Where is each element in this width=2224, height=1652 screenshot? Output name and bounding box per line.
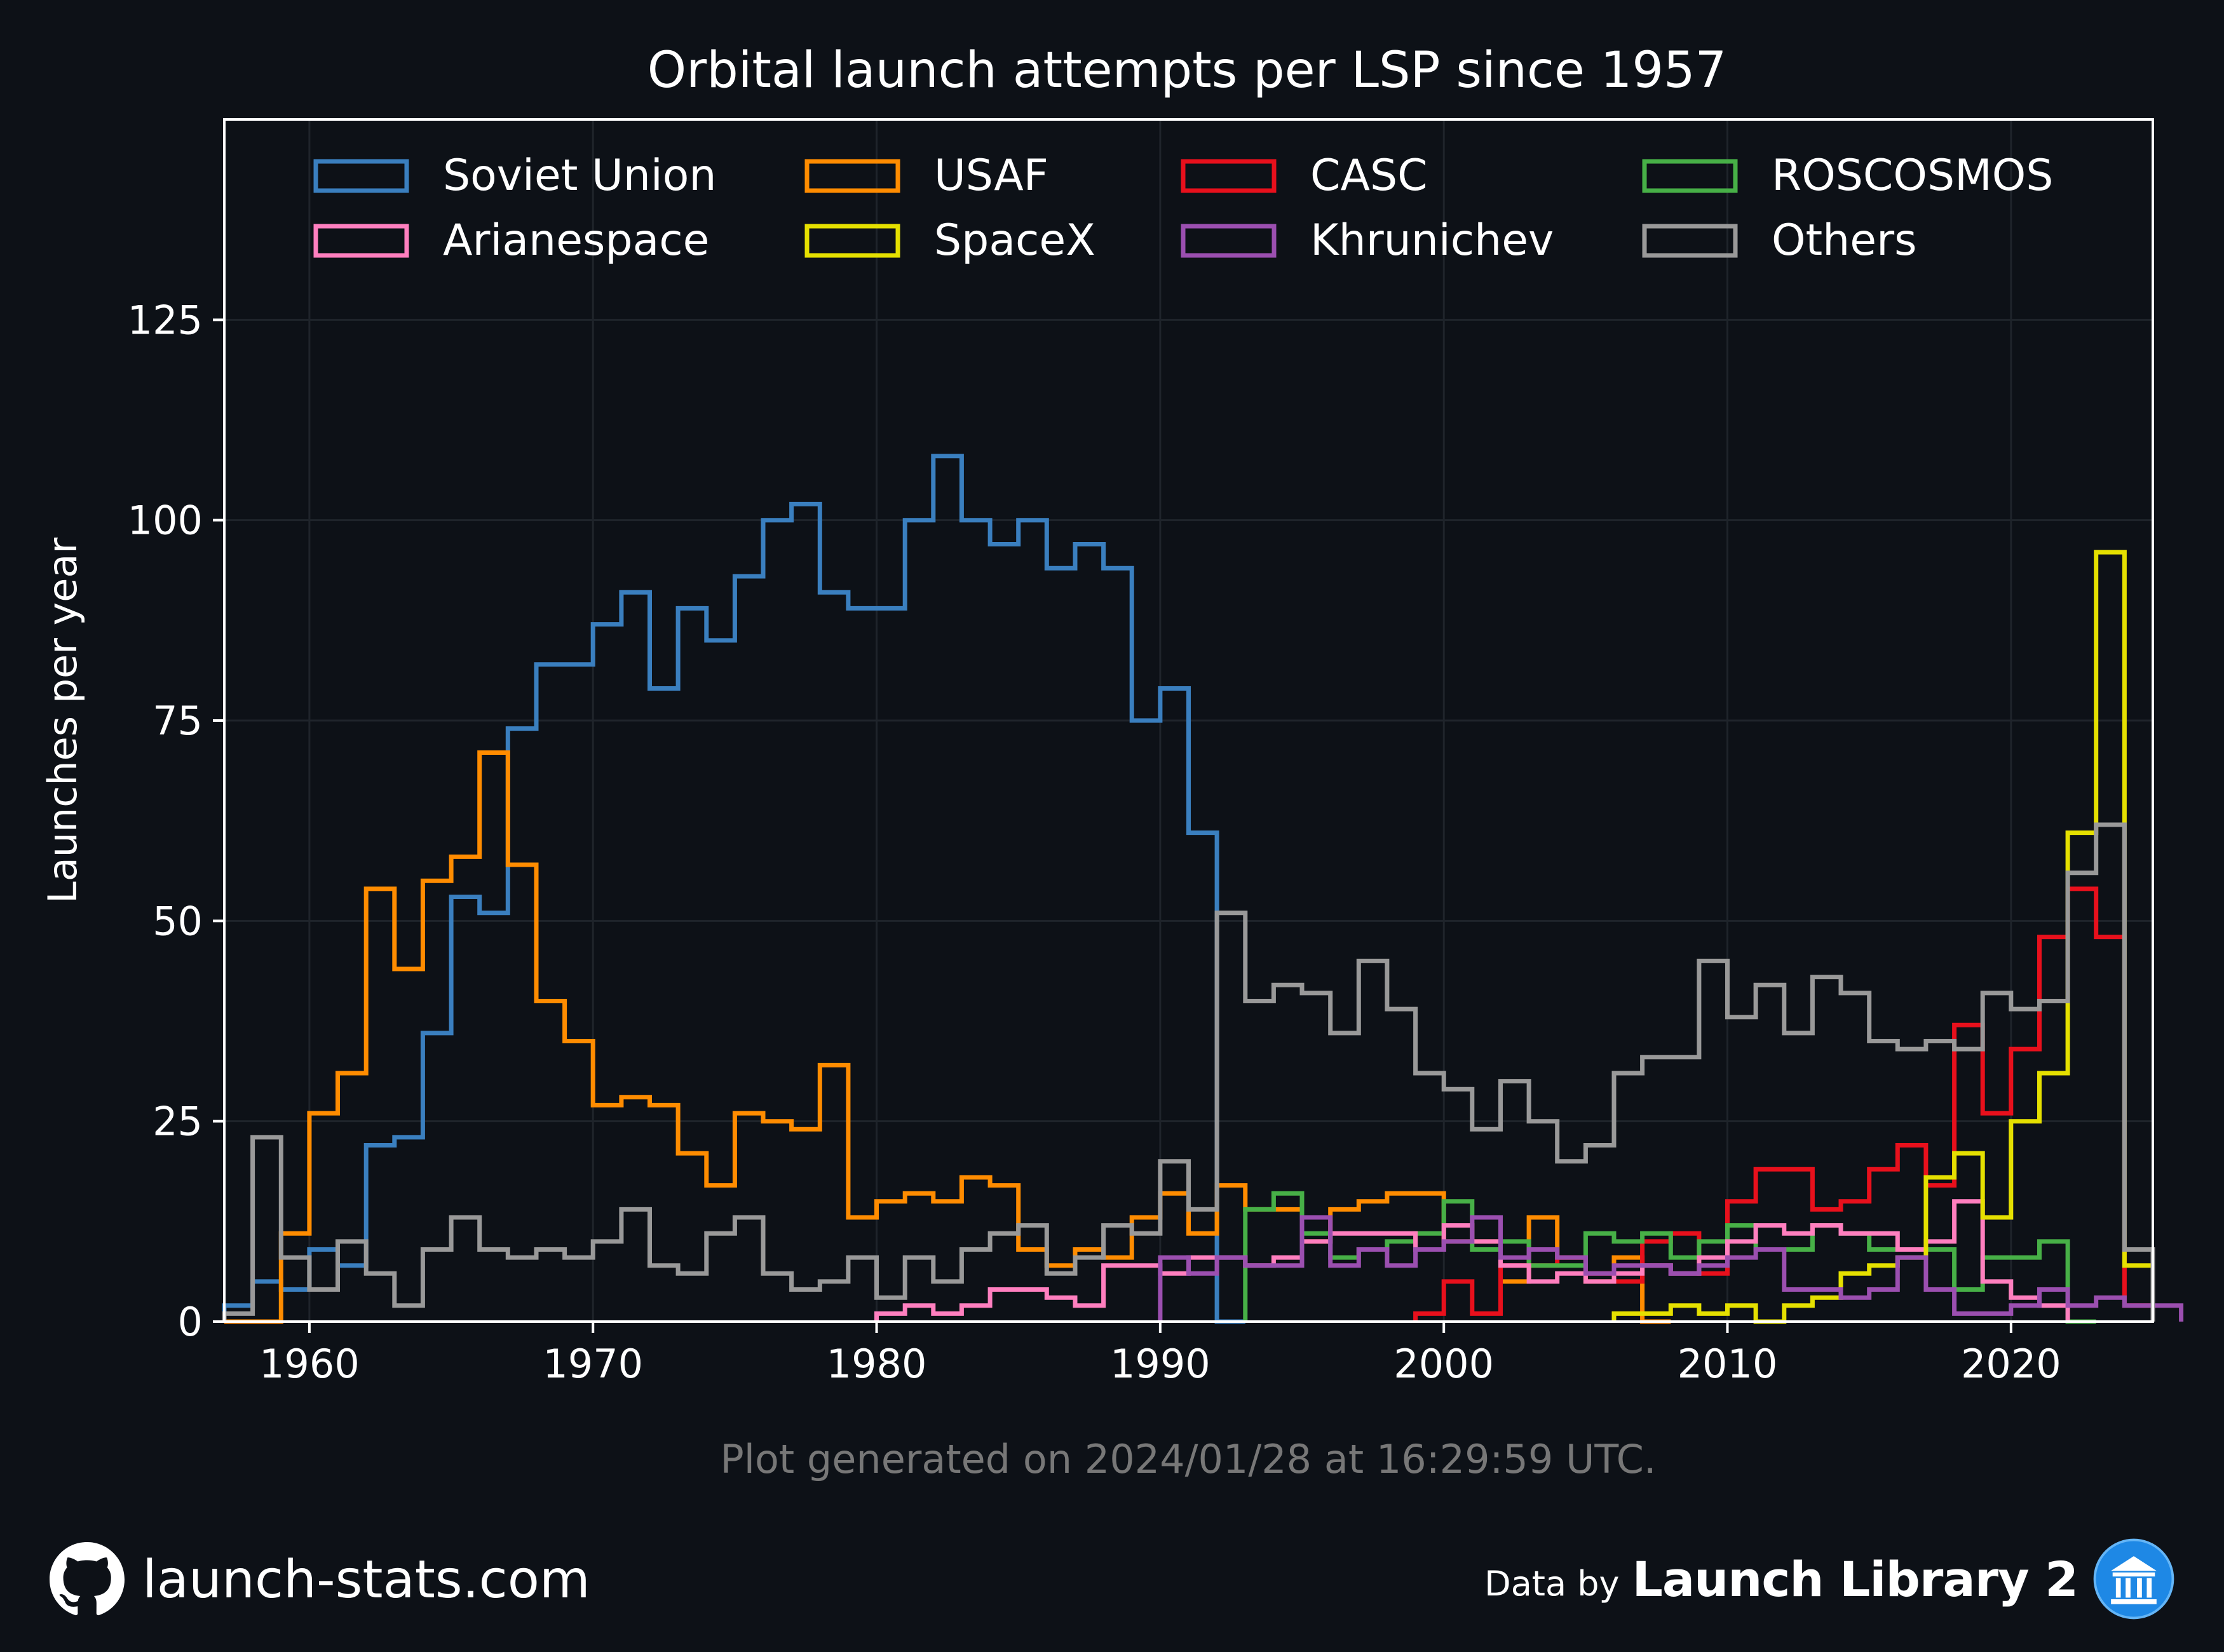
legend-label-usaf: USAF	[934, 151, 1048, 201]
series-spacex	[1611, 550, 2155, 1324]
legend-label-arianespace: Arianespace	[443, 215, 709, 266]
y-tick-label: 100	[128, 498, 203, 544]
y-tick-label: 25	[153, 1099, 203, 1145]
series-khrunichev	[1158, 1215, 2184, 1322]
legend-label-roscosmos: ROSCOSMOS	[1772, 151, 2053, 201]
x-tick-label: 2020	[1961, 1341, 2061, 1387]
launch-library-icon	[2093, 1538, 2174, 1620]
site-link[interactable]: launch-stats.com	[142, 1549, 590, 1610]
legend: Soviet Union USAF CASC ROSCOSMOS Arianespace…	[313, 151, 2053, 266]
grid	[224, 119, 2153, 1323]
y-tick-label: 75	[153, 698, 203, 744]
axis-ticks: 1960 1970 1980 1990 2000 2010 2020 0 25 50 75 100 12…	[128, 297, 2061, 1387]
chart-title: Orbital launch attempts per LSP since 19…	[648, 42, 1726, 99]
github-icon	[50, 1542, 125, 1616]
x-tick-label: 1970	[543, 1341, 643, 1387]
legend-label-khrunichev: Khrunichev	[1310, 215, 1554, 266]
series-others	[222, 822, 2155, 1322]
y-tick-label: 0	[178, 1299, 203, 1345]
legend-swatch-khrunichev	[1181, 224, 1277, 258]
series-soviet-union	[222, 454, 1245, 1324]
series-roscosmos	[1243, 1191, 2096, 1324]
legend-swatch-usaf	[804, 159, 900, 193]
footer-source: Data by Launch Library 2	[1484, 1538, 2174, 1620]
y-tick-label: 50	[153, 898, 203, 944]
x-tick-label: 1980	[827, 1341, 927, 1387]
legend-swatch-casc	[1181, 159, 1277, 193]
y-axis-label: Launches per year	[39, 538, 86, 904]
x-tick-label: 2010	[1678, 1341, 1778, 1387]
series-group	[222, 454, 2184, 1324]
legend-swatch-soviet-union	[313, 159, 409, 193]
source-name[interactable]: Launch Library 2	[1632, 1550, 2078, 1608]
legend-label-others: Others	[1772, 215, 1917, 266]
x-tick-label: 2000	[1393, 1341, 1494, 1387]
data-by-label: Data by	[1484, 1563, 1620, 1604]
legend-swatch-arianespace	[313, 224, 409, 258]
legend-label-soviet-union: Soviet Union	[443, 151, 716, 201]
y-tick-label: 125	[128, 297, 203, 343]
footer-site[interactable]: launch-stats.com	[50, 1541, 590, 1618]
legend-label-casc: CASC	[1310, 151, 1428, 201]
x-tick-label: 1990	[1110, 1341, 1210, 1387]
legend-swatch-others	[1642, 224, 1738, 258]
legend-swatch-roscosmos	[1642, 159, 1738, 193]
x-tick-label: 1960	[259, 1341, 360, 1387]
legend-swatch-spacex	[804, 224, 900, 258]
series-usaf	[224, 750, 1671, 1324]
legend-label-spacex: SpaceX	[934, 215, 1095, 266]
generated-note: Plot generated on 2024/01/28 at 16:29:59…	[720, 1436, 1656, 1482]
